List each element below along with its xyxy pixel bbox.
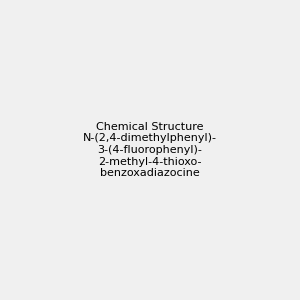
- Text: Chemical Structure
N-(2,4-dimethylphenyl)-
3-(4-fluorophenyl)-
2-methyl-4-thioxo: Chemical Structure N-(2,4-dimethylphenyl…: [83, 122, 217, 178]
